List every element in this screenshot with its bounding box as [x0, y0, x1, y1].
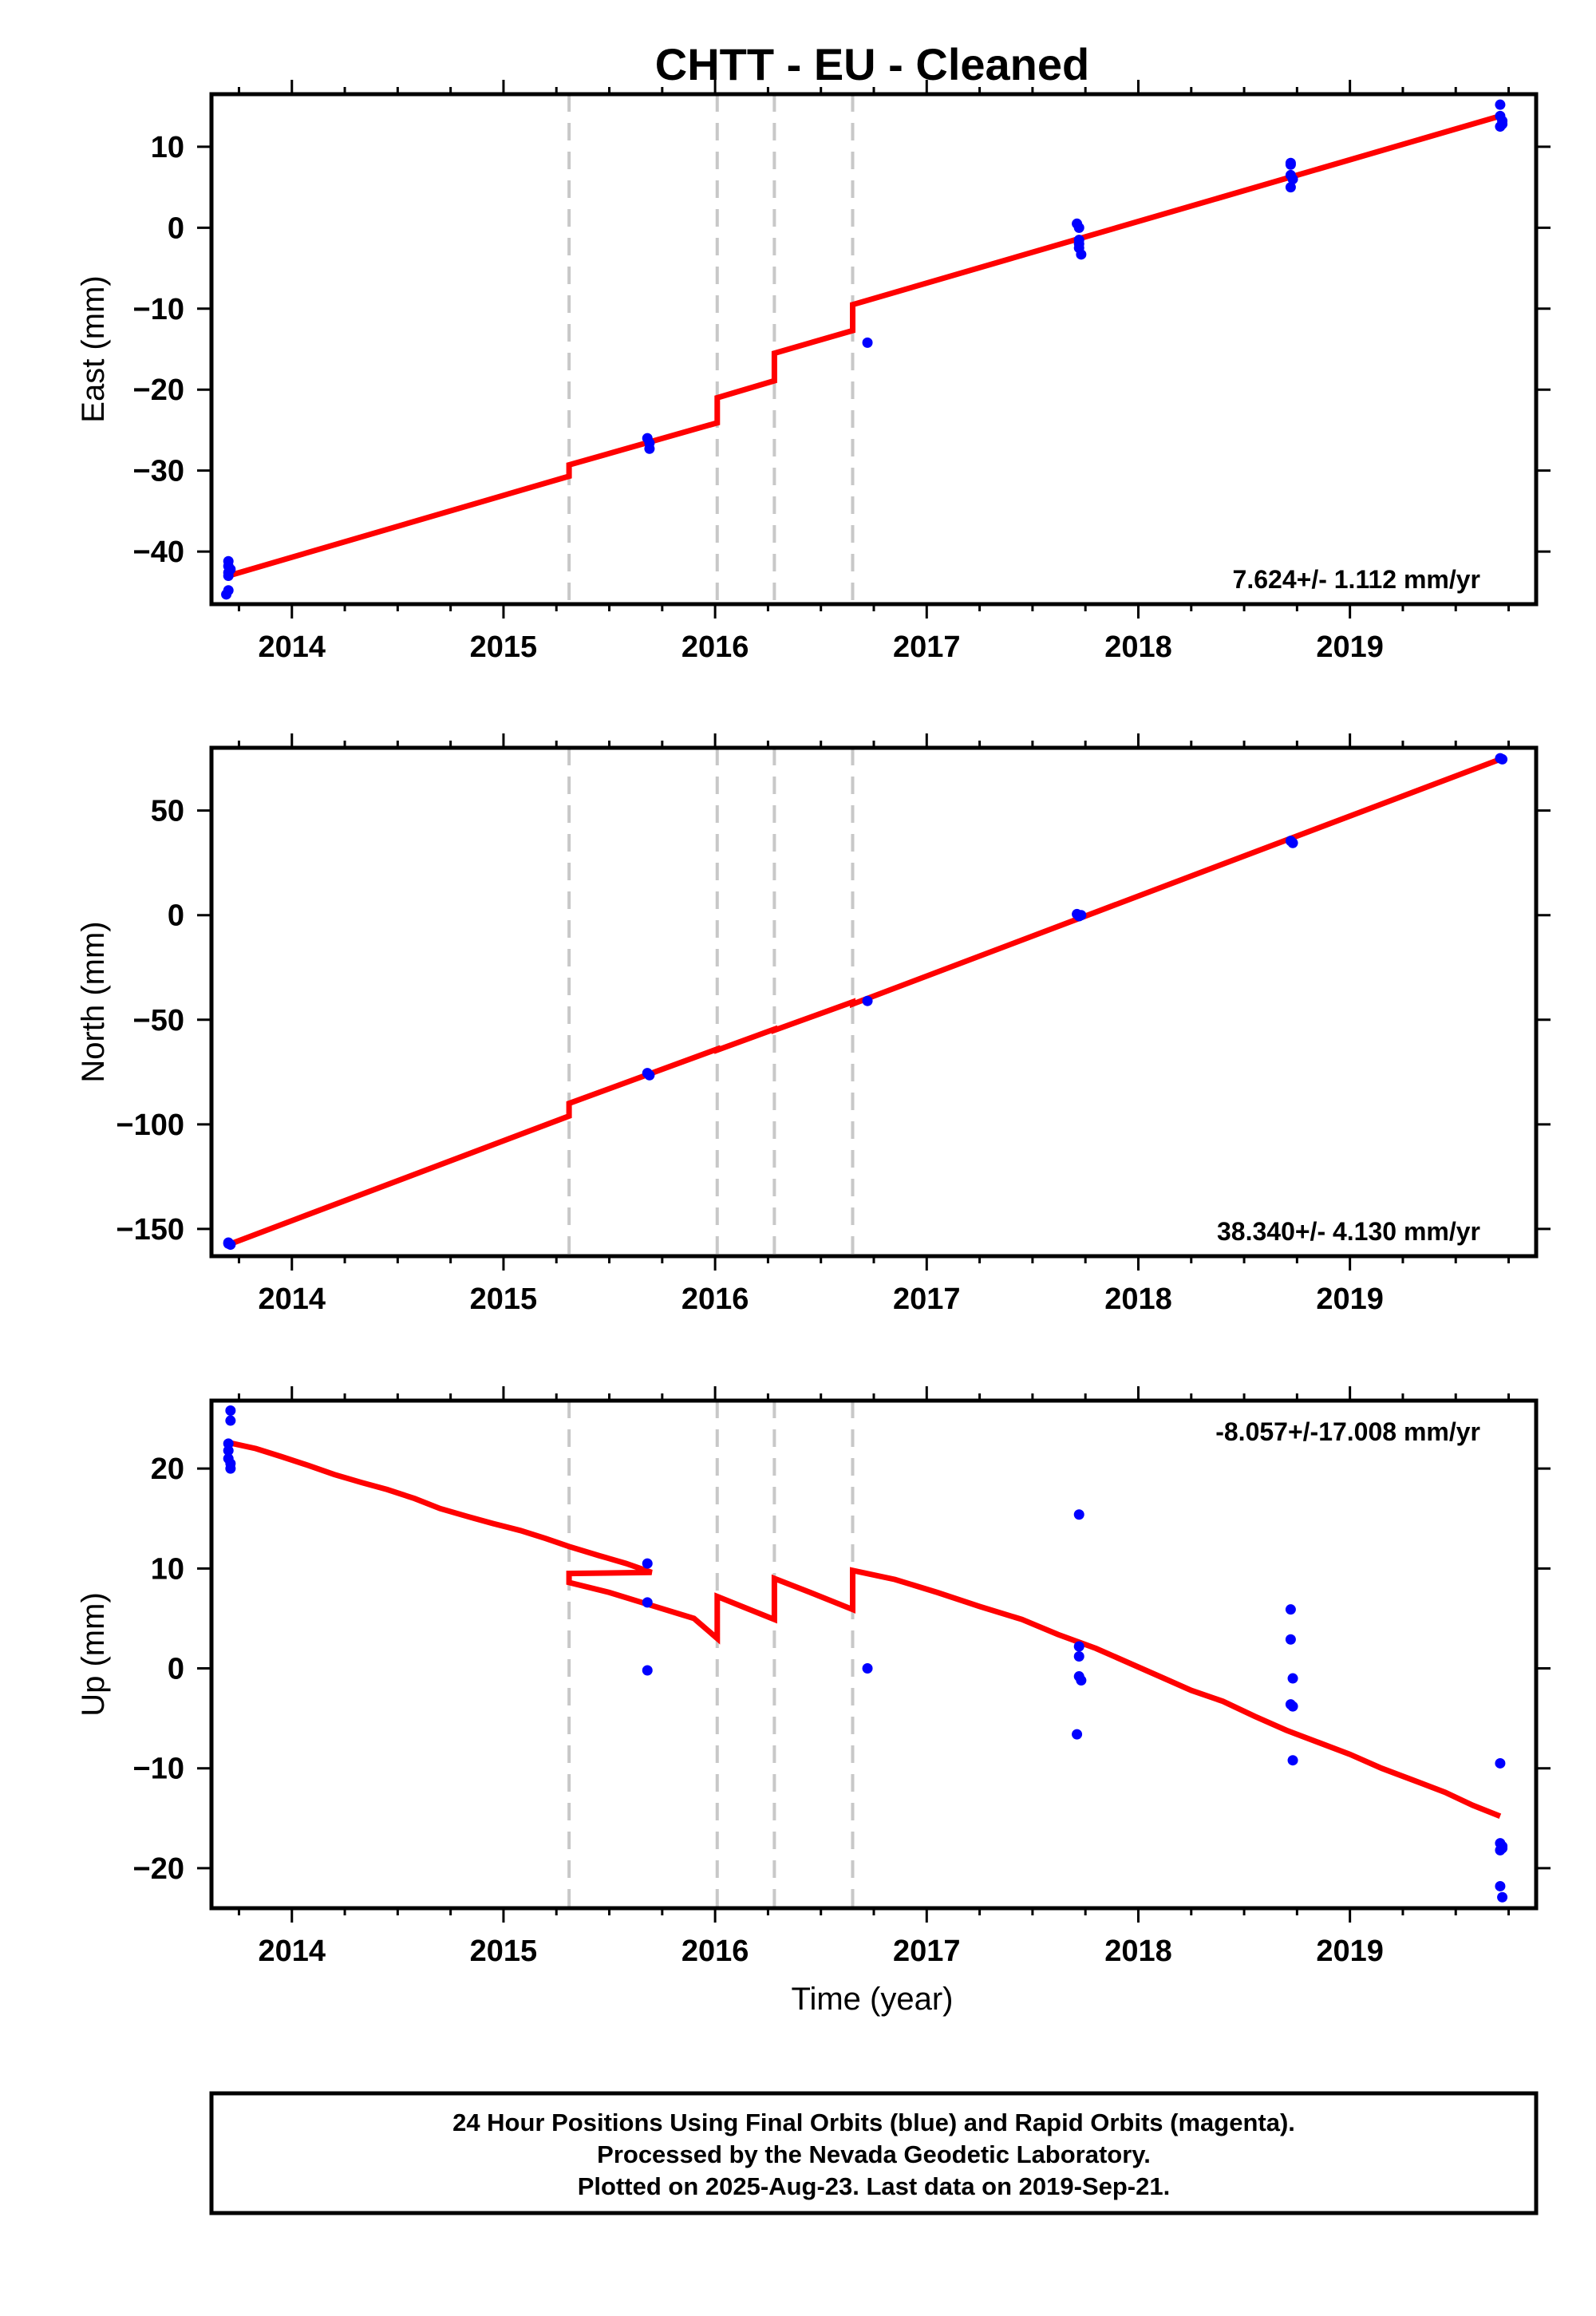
up-data-point	[1495, 1757, 1506, 1769]
east-y-tick-label: −10	[133, 293, 184, 326]
up-data-point	[1285, 1604, 1296, 1615]
east-data-point	[1287, 174, 1298, 184]
up-data-point	[1073, 1509, 1084, 1520]
north-x-tick-label: 2015	[470, 1282, 538, 1316]
up-data-point	[1073, 1641, 1084, 1652]
east-y-tick-label: −40	[133, 536, 184, 569]
up-data-point	[225, 1405, 236, 1417]
east-x-tick-label: 2016	[681, 630, 749, 664]
up-x-tick-label: 2018	[1104, 1935, 1172, 1968]
up-y-tick-label: 0	[168, 1653, 184, 1686]
up-data-point	[225, 1463, 236, 1474]
chart-title: CHTT - EU - Cleaned	[655, 39, 1089, 89]
up-model-line	[227, 1440, 1502, 1820]
up-data-point	[1287, 1673, 1298, 1684]
up-y-tick-label: −20	[133, 1852, 184, 1886]
up-y-tick-label: −10	[133, 1753, 184, 1786]
up-x-tick-label: 2015	[470, 1935, 538, 1968]
north-x-tick-label: 2019	[1316, 1282, 1384, 1316]
east-y-tick-label: −20	[133, 373, 184, 407]
up-data-point	[1073, 1651, 1084, 1662]
east-data-point	[1073, 222, 1084, 233]
up-data-point	[1076, 1675, 1087, 1686]
up-data-point	[1497, 1843, 1508, 1854]
east-x-tick-label: 2014	[258, 630, 326, 664]
up-data-point	[1497, 1891, 1508, 1903]
up-data-point	[642, 1558, 653, 1569]
north-x-tick-label: 2018	[1104, 1282, 1172, 1316]
north-y-axis-label: North (mm)	[76, 921, 111, 1082]
up-data-point	[642, 1597, 653, 1608]
footer-line-2: Processed by the Nevada Geodetic Laborat…	[597, 2140, 1151, 2168]
east-plot-frame	[209, 92, 1539, 607]
north-data-point	[1076, 910, 1087, 921]
up-y-axis-label: Up (mm)	[76, 1592, 111, 1717]
east-x-tick-label: 2018	[1104, 630, 1172, 664]
north-y-tick-label: −100	[116, 1109, 184, 1142]
north-y-tick-label: −150	[116, 1213, 184, 1247]
footer-box	[209, 2091, 1539, 2215]
up-x-tick-label: 2019	[1316, 1935, 1384, 1968]
east-data-point	[1076, 249, 1087, 260]
up-y-tick-label: 10	[151, 1552, 184, 1586]
east-x-tick-label: 2019	[1316, 630, 1384, 664]
up-data-point	[1285, 1634, 1296, 1645]
east-data-point	[1285, 157, 1296, 168]
x-axis-label: Time (year)	[792, 1982, 954, 2017]
east-data-point	[1495, 99, 1506, 110]
east-data-point	[225, 563, 236, 575]
north-panel: 2014 2015 2016 2017 2018 2019 −150 −100 −50 0 50 No…	[76, 733, 1551, 1316]
north-data-point	[1497, 753, 1508, 765]
north-y-tick-label: 0	[168, 899, 184, 933]
up-panel: 2014 2015 2016 2017 2018 2019 −20 −10 0 10 20 Up (m…	[76, 1386, 1551, 1968]
east-model-line	[227, 113, 1501, 579]
up-x-tick-label: 2017	[893, 1935, 961, 1968]
north-rate-label: 38.340+/- 4.130 mm/yr	[1217, 1217, 1480, 1246]
north-data-point	[862, 995, 873, 1006]
east-x-tick-label: 2015	[470, 630, 538, 664]
east-data-point	[1497, 119, 1508, 130]
north-data-point	[223, 1237, 234, 1248]
east-x-tick-label: 2017	[893, 630, 961, 664]
east-y-axis-label: East (mm)	[76, 275, 111, 422]
east-y-tick-label: −30	[133, 455, 184, 488]
up-plot-frame	[209, 1398, 1539, 1911]
north-data-point	[644, 1069, 655, 1081]
up-y-tick-label: 20	[151, 1452, 184, 1486]
north-x-tick-label: 2017	[893, 1282, 961, 1316]
east-data-point	[1073, 239, 1084, 250]
up-data-point	[642, 1665, 653, 1676]
north-x-tick-label: 2016	[681, 1282, 749, 1316]
east-rate-label: 7.624+/- 1.112 mm/yr	[1233, 565, 1480, 594]
north-model-line	[227, 757, 1502, 1247]
east-data-point	[644, 443, 655, 454]
up-data-point	[223, 1445, 234, 1456]
east-data-point	[1285, 182, 1296, 193]
east-data-point	[221, 589, 232, 600]
east-y-tick-label: 10	[151, 131, 184, 164]
up-data-point	[1287, 1701, 1298, 1712]
north-y-tick-label: 50	[151, 795, 184, 828]
up-rate-label: -8.057+/-17.008 mm/yr	[1215, 1417, 1480, 1446]
up-data-point	[1287, 1755, 1298, 1766]
north-data-point	[1287, 837, 1298, 848]
up-data-point	[862, 1663, 873, 1674]
up-data-point	[225, 1415, 236, 1426]
up-data-point	[1495, 1880, 1506, 1891]
up-x-tick-label: 2014	[258, 1935, 326, 1968]
footer-line-1: 24 Hour Positions Using Final Orbits (bl…	[452, 2109, 1295, 2136]
east-panel: 2014 2015 2016 2017 2018 2019 −40 −30 −20 −10 0 10 E…	[76, 80, 1551, 664]
up-x-tick-label: 2016	[681, 1935, 749, 1968]
north-y-tick-label: −50	[133, 1004, 184, 1037]
east-y-tick-label: 0	[168, 211, 184, 245]
east-data-point	[862, 337, 873, 348]
north-plot-frame	[209, 745, 1539, 1259]
up-data-point	[1072, 1729, 1083, 1740]
north-x-tick-label: 2014	[258, 1282, 326, 1316]
footer-line-3: Plotted on 2025-Aug-23. Last data on 201…	[578, 2172, 1170, 2200]
